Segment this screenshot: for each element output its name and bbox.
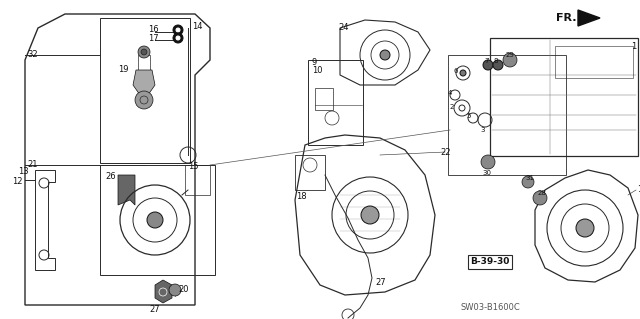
Text: 11: 11 bbox=[637, 185, 640, 194]
Circle shape bbox=[138, 46, 150, 58]
Circle shape bbox=[380, 50, 390, 60]
Bar bbox=[555, 46, 633, 78]
Text: 14: 14 bbox=[192, 22, 202, 31]
Bar bbox=[295, 155, 325, 190]
Text: 30: 30 bbox=[482, 170, 491, 176]
Circle shape bbox=[503, 53, 517, 67]
Text: 5: 5 bbox=[466, 113, 470, 119]
Text: B-39-30: B-39-30 bbox=[470, 257, 509, 266]
Text: 16: 16 bbox=[148, 25, 159, 34]
Circle shape bbox=[481, 155, 495, 169]
Text: 31: 31 bbox=[525, 175, 534, 181]
Circle shape bbox=[522, 176, 534, 188]
Bar bbox=[315, 88, 333, 110]
Text: 6: 6 bbox=[453, 68, 458, 74]
Text: 19: 19 bbox=[118, 65, 129, 74]
Text: 32: 32 bbox=[27, 50, 38, 59]
Circle shape bbox=[169, 284, 181, 296]
Text: 18: 18 bbox=[296, 192, 307, 201]
Text: 20: 20 bbox=[178, 285, 189, 294]
Bar bbox=[448, 55, 566, 175]
Circle shape bbox=[460, 70, 466, 76]
Text: 28: 28 bbox=[538, 190, 547, 196]
Circle shape bbox=[147, 212, 163, 228]
Text: 10: 10 bbox=[312, 66, 323, 75]
Bar bbox=[490, 38, 638, 156]
Text: 7: 7 bbox=[484, 58, 488, 64]
Circle shape bbox=[173, 25, 183, 35]
Polygon shape bbox=[133, 70, 155, 95]
Text: 27: 27 bbox=[150, 305, 160, 314]
Text: 15: 15 bbox=[188, 162, 198, 171]
Text: 4: 4 bbox=[448, 90, 452, 96]
Bar bbox=[308, 60, 363, 145]
Text: 2: 2 bbox=[450, 104, 454, 110]
Bar bbox=[100, 18, 190, 163]
Text: 27: 27 bbox=[375, 278, 386, 287]
Text: 3: 3 bbox=[480, 127, 484, 133]
Circle shape bbox=[141, 49, 147, 55]
Text: 26: 26 bbox=[105, 172, 116, 181]
Circle shape bbox=[361, 206, 379, 224]
Text: 12: 12 bbox=[12, 177, 22, 186]
Circle shape bbox=[176, 36, 180, 40]
Text: 1: 1 bbox=[631, 42, 636, 51]
Polygon shape bbox=[578, 10, 600, 26]
Text: FR.: FR. bbox=[556, 13, 577, 23]
Text: 8: 8 bbox=[494, 58, 499, 64]
Circle shape bbox=[576, 219, 594, 237]
Circle shape bbox=[533, 191, 547, 205]
Text: 24: 24 bbox=[338, 23, 349, 32]
Text: 9: 9 bbox=[312, 58, 317, 67]
Text: 17: 17 bbox=[148, 34, 159, 43]
Text: SW03-B1600C: SW03-B1600C bbox=[460, 303, 520, 313]
Circle shape bbox=[173, 33, 183, 43]
Circle shape bbox=[493, 60, 503, 70]
Polygon shape bbox=[155, 280, 172, 303]
Text: 22: 22 bbox=[440, 148, 451, 157]
Circle shape bbox=[483, 60, 493, 70]
Polygon shape bbox=[118, 175, 135, 205]
Text: 29: 29 bbox=[506, 52, 515, 58]
Text: 21: 21 bbox=[27, 160, 38, 169]
Circle shape bbox=[135, 91, 153, 109]
Text: 13: 13 bbox=[18, 167, 29, 176]
Circle shape bbox=[176, 28, 180, 32]
Bar bbox=[100, 165, 215, 275]
